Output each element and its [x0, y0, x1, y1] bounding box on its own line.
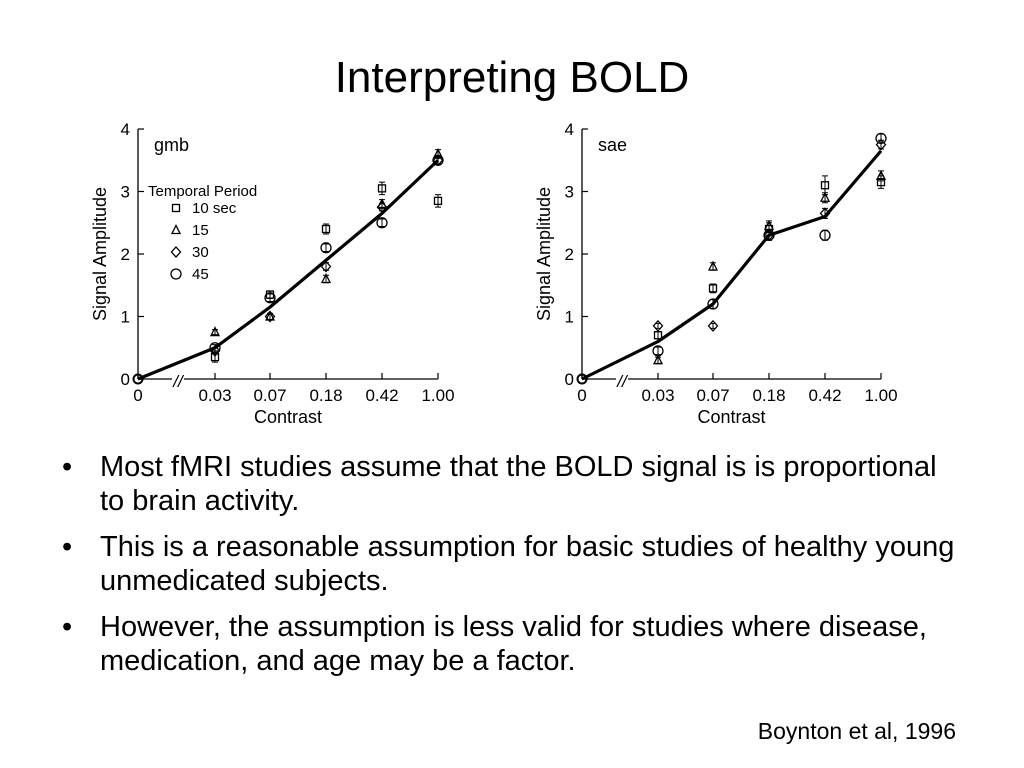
triangle-marker	[320, 273, 332, 284]
bullet-text: This is a reasonable assumption for basi…	[100, 531, 955, 597]
legend-title: Temporal Period	[148, 183, 257, 200]
circle-marker	[320, 242, 332, 254]
square-marker	[171, 203, 181, 213]
diamond-marker	[320, 260, 332, 273]
x-axis-label: Contrast	[697, 407, 765, 427]
circle-marker	[652, 345, 664, 357]
diamond-marker	[209, 344, 221, 357]
diamond-marker	[707, 319, 719, 332]
bullet-text: However, the assumption is less valid fo…	[100, 611, 927, 677]
fit-line	[581, 149, 883, 381]
bullet-marker: •	[62, 451, 73, 483]
fit-line	[137, 159, 440, 381]
triangle-marker	[652, 354, 664, 365]
x-tick-label: 0.03	[641, 386, 674, 405]
bullet-item: • This is a reasonable assumption for ba…	[62, 530, 962, 598]
bullet-marker: •	[62, 531, 73, 563]
x-axis-label: Contrast	[254, 407, 322, 427]
square-marker	[377, 184, 387, 193]
y-tick-label: 3	[565, 183, 574, 202]
x-tick-label: 0.07	[696, 386, 729, 405]
origin-marker	[576, 373, 588, 385]
square-marker	[820, 181, 830, 190]
legend-entry-label: 30	[192, 244, 209, 261]
diamond-marker	[819, 207, 831, 220]
bullet-item: • However, the assumption is less valid …	[62, 610, 962, 678]
diamond-marker	[376, 201, 388, 214]
subject-label: sae	[598, 135, 627, 155]
x-tick-label: 1.00	[421, 386, 454, 405]
circle-marker	[875, 132, 887, 145]
diamond-marker	[264, 310, 276, 323]
circle-marker	[707, 298, 719, 310]
circle-marker	[432, 154, 444, 166]
triangle-marker	[707, 260, 719, 271]
x-tick-label: 0.03	[198, 386, 231, 405]
circle-marker	[763, 229, 775, 241]
y-tick-label: 2	[121, 245, 130, 264]
y-tick-label: 4	[121, 120, 130, 139]
legend-entry-label: 10 sec	[192, 200, 237, 217]
citation: Boynton et al, 1996	[757, 718, 956, 744]
y-tick-label: 4	[565, 120, 574, 139]
triangle-marker	[170, 224, 182, 235]
axis-break-marker: //	[172, 372, 185, 391]
circle-marker	[819, 229, 831, 241]
bullet-list: • Most fMRI studies assume that the BOLD…	[62, 450, 962, 690]
circle-marker	[264, 292, 276, 304]
origin-marker	[132, 373, 144, 385]
subject-label: gmb	[154, 135, 189, 155]
triangle-marker	[875, 169, 887, 181]
diamond-marker	[170, 246, 182, 258]
circle-marker	[209, 342, 221, 354]
axis-break-marker: //	[616, 372, 629, 391]
x-tick-label: 0.42	[808, 386, 841, 405]
circle-marker	[170, 268, 182, 280]
y-tick-label: 1	[121, 308, 130, 327]
square-marker	[433, 196, 443, 206]
square-marker	[708, 284, 718, 293]
bullet-item: • Most fMRI studies assume that the BOLD…	[62, 450, 962, 518]
bullet-text: Most fMRI studies assume that the BOLD s…	[100, 451, 937, 517]
triangle-marker	[819, 191, 831, 202]
square-marker	[321, 224, 331, 234]
x-tick-label: 0.42	[365, 386, 398, 405]
charts-figure: // 0 1 2 3 4 0 0.03 0.07 0.18 0.42 1.00 Contrast Sign…	[90, 120, 898, 427]
y-axis-label: Signal Amplitude	[90, 187, 110, 321]
y-tick-label: 1	[565, 308, 574, 327]
y-tick-label: 0	[121, 370, 130, 389]
y-axis-label: Signal Amplitude	[534, 187, 554, 321]
chart-gmb: // 0 1 2 3 4 0 0.03 0.07 0.18 0.42 1.00 Contrast Sign…	[90, 120, 455, 427]
x-tick-label: 0.18	[309, 386, 342, 405]
y-tick-label: 0	[565, 370, 574, 389]
bullet-marker: •	[62, 611, 73, 643]
circle-marker	[376, 217, 388, 229]
legend-entry-label: 15	[192, 222, 209, 239]
diamond-marker	[652, 319, 664, 332]
y-tick-label: 2	[565, 245, 574, 264]
legend-entry-label: 45	[192, 266, 209, 283]
chart-sae: // 0 1 2 3 4 0 0.03 0.07 0.18 0.42 1.00 Contrast Sign…	[534, 120, 898, 427]
y-tick-label: 3	[121, 183, 130, 202]
x-tick-label: 0	[577, 386, 586, 405]
x-tick-label: 0	[133, 386, 142, 405]
x-tick-label: 0.07	[253, 386, 286, 405]
x-tick-label: 0.18	[752, 386, 785, 405]
x-tick-label: 1.00	[864, 386, 897, 405]
slide-title: Interpreting BOLD	[334, 53, 690, 102]
triangle-marker	[209, 326, 221, 337]
